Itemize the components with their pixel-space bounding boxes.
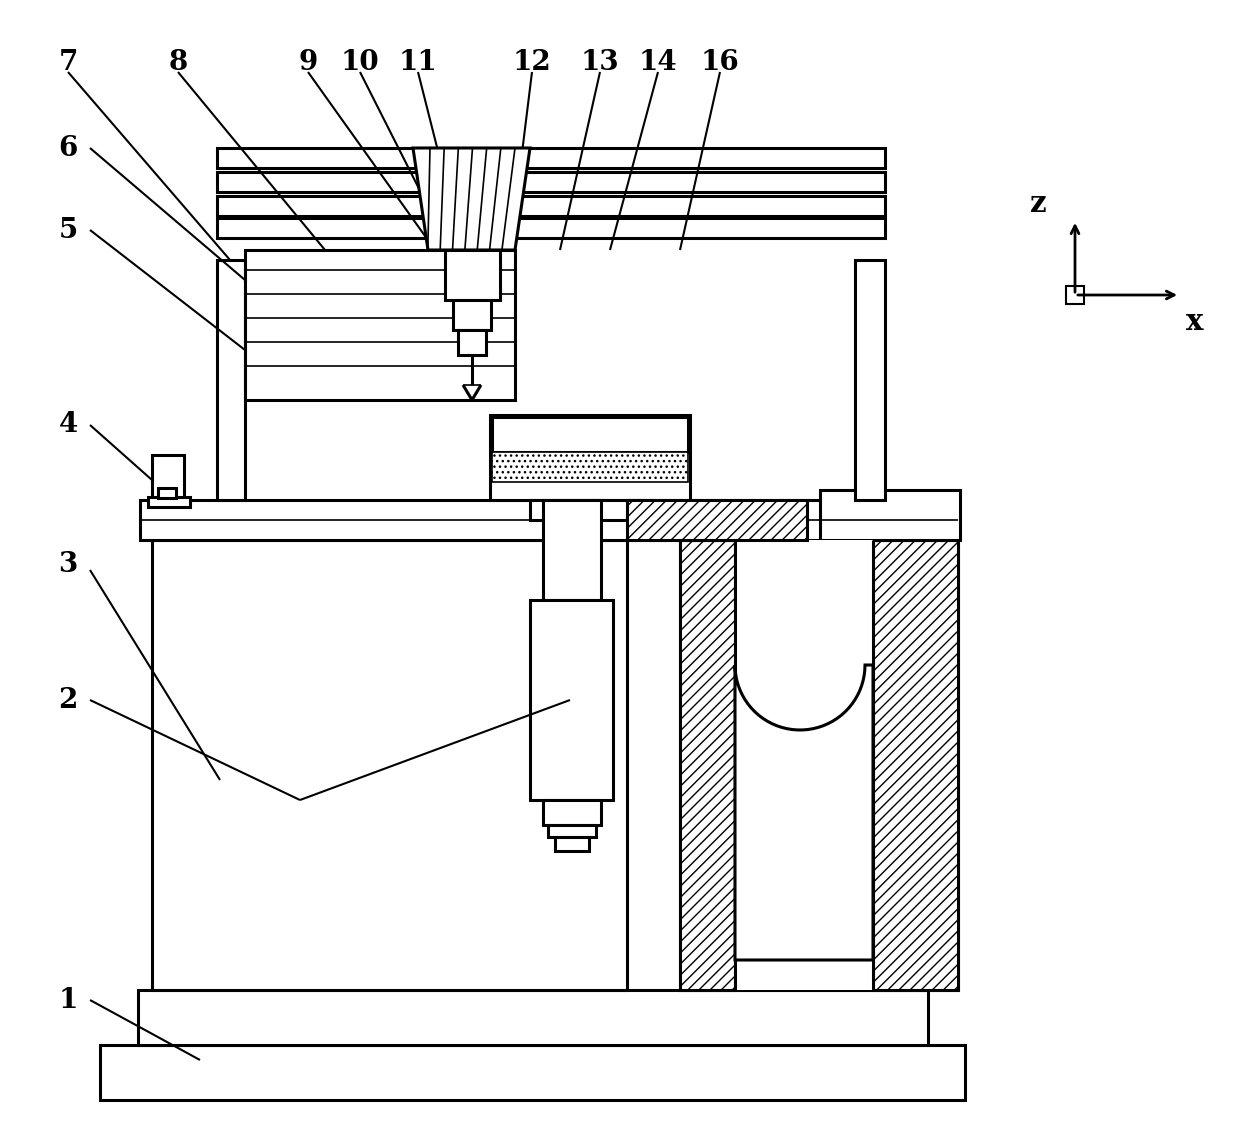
Bar [543, 500, 601, 600]
Bar [138, 990, 928, 1044]
Text: 1: 1 [58, 986, 78, 1014]
Bar [820, 490, 960, 540]
Text: z: z [1030, 189, 1047, 218]
Bar [157, 487, 176, 498]
Bar [445, 249, 500, 300]
Bar [735, 540, 873, 990]
Bar [529, 500, 650, 521]
Bar [217, 148, 885, 167]
Bar [140, 500, 959, 540]
Polygon shape [413, 148, 529, 249]
Bar [548, 825, 596, 837]
Bar [680, 540, 735, 990]
Bar [556, 837, 589, 851]
Text: 13: 13 [580, 49, 619, 75]
Bar [217, 172, 885, 192]
Text: 3: 3 [58, 551, 78, 579]
Bar [680, 540, 959, 990]
Bar [1066, 286, 1084, 304]
Text: 4: 4 [58, 411, 78, 439]
Text: 8: 8 [169, 49, 187, 75]
Text: 6: 6 [58, 134, 78, 162]
Bar [492, 452, 688, 482]
Bar [153, 454, 184, 505]
Text: 12: 12 [512, 49, 552, 75]
Bar [153, 540, 627, 990]
Text: 16: 16 [701, 49, 739, 75]
Bar [543, 800, 601, 825]
Text: 11: 11 [398, 49, 438, 75]
Bar [490, 415, 689, 500]
Bar [100, 1044, 965, 1100]
Text: 9: 9 [299, 49, 317, 75]
Bar [217, 196, 885, 216]
Polygon shape [735, 665, 873, 960]
Bar [217, 218, 885, 238]
Bar [492, 417, 688, 452]
Text: 7: 7 [58, 49, 78, 75]
Text: x: x [1185, 308, 1204, 336]
Bar [873, 540, 959, 990]
Text: 14: 14 [639, 49, 677, 75]
Text: 2: 2 [58, 687, 78, 713]
Bar [217, 260, 246, 500]
Bar [529, 600, 613, 800]
Bar [627, 500, 807, 540]
Bar [458, 330, 486, 355]
Bar [246, 249, 515, 400]
Bar [453, 300, 491, 330]
Bar [856, 260, 885, 500]
Text: 5: 5 [58, 216, 78, 244]
Bar [148, 497, 190, 507]
Text: 10: 10 [341, 49, 379, 75]
